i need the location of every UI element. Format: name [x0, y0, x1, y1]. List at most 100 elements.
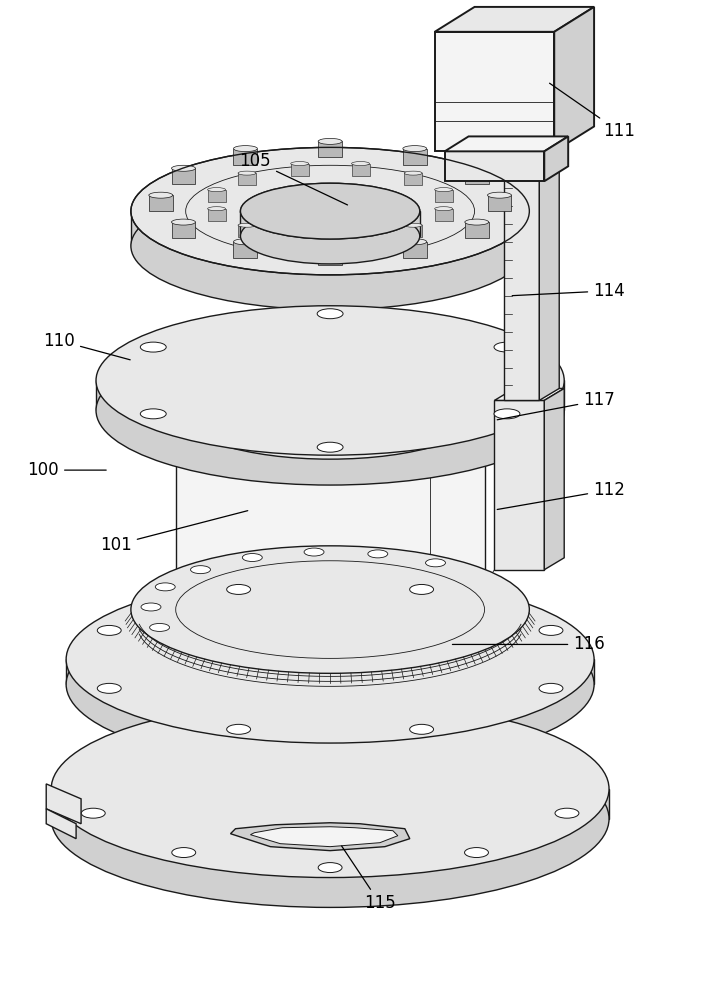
- Polygon shape: [234, 242, 257, 258]
- Polygon shape: [319, 141, 342, 157]
- Ellipse shape: [172, 165, 196, 171]
- Ellipse shape: [352, 162, 370, 166]
- Polygon shape: [131, 211, 529, 246]
- Ellipse shape: [240, 208, 420, 264]
- Ellipse shape: [487, 192, 511, 198]
- Ellipse shape: [131, 147, 529, 275]
- Text: 114: 114: [512, 282, 625, 300]
- Polygon shape: [505, 154, 559, 166]
- Polygon shape: [290, 235, 308, 247]
- Ellipse shape: [238, 223, 256, 227]
- Polygon shape: [352, 164, 370, 176]
- Text: 115: 115: [342, 846, 395, 912]
- Ellipse shape: [242, 554, 262, 562]
- Ellipse shape: [240, 183, 420, 239]
- Ellipse shape: [97, 683, 122, 693]
- Ellipse shape: [140, 409, 166, 419]
- Polygon shape: [403, 149, 427, 165]
- Ellipse shape: [51, 700, 609, 878]
- Ellipse shape: [319, 863, 342, 873]
- Ellipse shape: [226, 724, 251, 734]
- Polygon shape: [231, 823, 410, 851]
- Polygon shape: [435, 32, 554, 151]
- Text: 111: 111: [549, 83, 635, 140]
- Ellipse shape: [290, 162, 308, 166]
- Ellipse shape: [404, 171, 422, 175]
- Polygon shape: [495, 400, 544, 570]
- Text: 117: 117: [498, 391, 615, 420]
- Ellipse shape: [426, 559, 446, 567]
- Ellipse shape: [464, 219, 489, 225]
- Ellipse shape: [240, 183, 420, 239]
- Polygon shape: [539, 154, 559, 400]
- Ellipse shape: [234, 146, 257, 152]
- Ellipse shape: [234, 239, 257, 245]
- Polygon shape: [404, 173, 422, 185]
- Ellipse shape: [208, 188, 226, 192]
- Ellipse shape: [539, 625, 563, 635]
- Polygon shape: [435, 190, 453, 202]
- Polygon shape: [240, 211, 420, 236]
- Polygon shape: [495, 388, 564, 400]
- Ellipse shape: [149, 192, 173, 198]
- Polygon shape: [319, 249, 342, 265]
- Text: 101: 101: [100, 511, 248, 554]
- Polygon shape: [403, 242, 427, 258]
- Ellipse shape: [290, 233, 308, 237]
- Ellipse shape: [51, 730, 609, 907]
- Ellipse shape: [191, 566, 211, 574]
- Text: 110: 110: [43, 332, 130, 360]
- Polygon shape: [487, 195, 511, 211]
- Polygon shape: [96, 380, 564, 410]
- Polygon shape: [66, 659, 594, 684]
- Ellipse shape: [494, 342, 520, 352]
- Ellipse shape: [403, 146, 427, 152]
- Ellipse shape: [226, 584, 251, 594]
- Polygon shape: [175, 410, 485, 610]
- Ellipse shape: [140, 342, 166, 352]
- Ellipse shape: [66, 601, 594, 768]
- Polygon shape: [464, 168, 489, 184]
- Polygon shape: [352, 235, 370, 247]
- Polygon shape: [435, 7, 594, 32]
- Ellipse shape: [410, 724, 434, 734]
- Ellipse shape: [319, 138, 342, 144]
- Polygon shape: [172, 222, 196, 238]
- Ellipse shape: [81, 808, 105, 818]
- Polygon shape: [208, 209, 226, 221]
- Ellipse shape: [155, 583, 175, 591]
- Ellipse shape: [175, 362, 485, 459]
- Ellipse shape: [319, 246, 342, 252]
- Ellipse shape: [435, 188, 453, 192]
- Polygon shape: [149, 195, 173, 211]
- Ellipse shape: [96, 306, 564, 455]
- Polygon shape: [46, 809, 76, 839]
- Ellipse shape: [131, 182, 529, 310]
- Polygon shape: [435, 209, 453, 221]
- Ellipse shape: [150, 623, 170, 631]
- Polygon shape: [290, 164, 308, 176]
- Polygon shape: [234, 149, 257, 165]
- Ellipse shape: [172, 848, 196, 858]
- Polygon shape: [404, 225, 422, 237]
- Polygon shape: [250, 827, 398, 847]
- Polygon shape: [208, 190, 226, 202]
- Ellipse shape: [403, 239, 427, 245]
- Ellipse shape: [172, 219, 196, 225]
- Ellipse shape: [66, 576, 594, 743]
- Ellipse shape: [435, 207, 453, 211]
- Polygon shape: [554, 7, 594, 151]
- Ellipse shape: [494, 409, 520, 419]
- Ellipse shape: [368, 550, 388, 558]
- Polygon shape: [444, 136, 568, 151]
- Polygon shape: [131, 610, 529, 629]
- Polygon shape: [51, 789, 609, 819]
- Ellipse shape: [555, 808, 579, 818]
- Text: 105: 105: [239, 152, 347, 205]
- Text: 100: 100: [27, 461, 106, 479]
- Polygon shape: [46, 784, 81, 824]
- Ellipse shape: [97, 625, 122, 635]
- Ellipse shape: [141, 603, 161, 611]
- Polygon shape: [464, 222, 489, 238]
- Ellipse shape: [317, 442, 343, 452]
